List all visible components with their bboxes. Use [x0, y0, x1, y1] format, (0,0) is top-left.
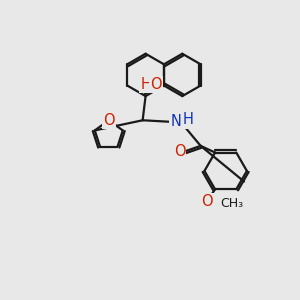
- Text: H: H: [140, 77, 151, 92]
- Text: CH₃: CH₃: [220, 196, 244, 210]
- Text: O: O: [201, 194, 213, 209]
- Text: O: O: [174, 144, 185, 159]
- Text: O: O: [150, 77, 162, 92]
- Text: O: O: [103, 113, 115, 128]
- Text: N: N: [170, 114, 181, 129]
- Text: H: H: [182, 112, 194, 128]
